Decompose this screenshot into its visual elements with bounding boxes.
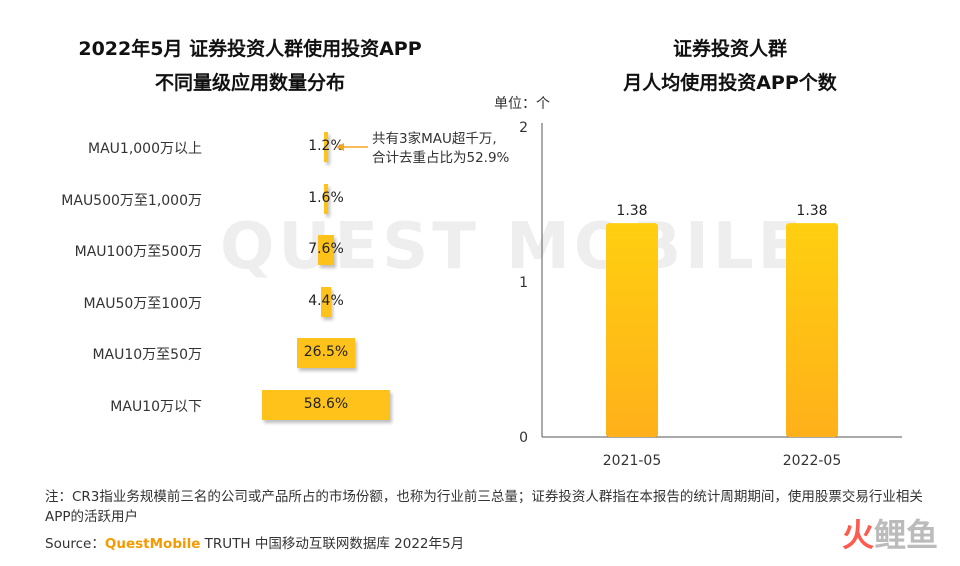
annotation-line2: 合计去重占比为52.9%	[372, 150, 510, 166]
left-chart-title: 2022年5月 证券投资人群使用投资APP 不同量级应用数量分布	[30, 32, 470, 100]
annotation-text: 共有3家MAU超千万, 合计去重占比为52.9%	[372, 130, 509, 168]
bar-chart: 0 1 2 1.38 2021-05 1.38 2022-05	[519, 120, 902, 469]
funnel-bar	[324, 132, 328, 162]
left-chart-title-line2: 不同量级应用数量分布	[154, 72, 345, 94]
left-chart-title-line1: 2022年5月 证券投资人群使用投资APP	[78, 38, 422, 60]
funnel-category-label: MAU50万至100万	[83, 295, 202, 312]
bar	[606, 223, 658, 437]
y-tick-label: 0	[519, 430, 528, 446]
source-prefix: Source：	[45, 536, 105, 552]
footer-note: 注：CR3指业务规模前三名的公司或产品所占的市场份额，也称为行业前三总量；证券投…	[45, 489, 923, 525]
y-tick-label: 2	[519, 120, 528, 136]
funnel-value-label: 1.2%	[308, 138, 344, 154]
bar	[786, 223, 838, 437]
bar-value-label: 1.38	[616, 203, 647, 219]
funnel-category-label: MAU10万以下	[110, 398, 202, 415]
funnel-category-label: MAU10万至50万	[92, 347, 202, 363]
y-tick-label: 1	[519, 275, 528, 291]
right-chart-title-line1: 证券投资人群	[672, 38, 787, 60]
funnel-bar	[324, 183, 328, 214]
corner-logo: 火鲤鱼	[842, 510, 938, 556]
source-brand: QuestMobile	[104, 536, 201, 552]
footer-source: Source：QuestMobile TRUTH 中国移动互联网数据库 2022…	[45, 532, 464, 552]
funnel-value-label: 58.6%	[303, 395, 349, 412]
funnel-value-label: 4.4%	[308, 292, 344, 309]
funnel-value-label: 26.5%	[303, 344, 349, 360]
corner-logo-part1: 火	[841, 516, 874, 554]
bar-value-label: 1.38	[796, 203, 827, 219]
source-rest: TRUTH 中国移动互联网数据库 2022年5月	[200, 536, 465, 552]
funnel-category-label: MAU1,000万以上	[88, 141, 202, 157]
funnel-bar	[262, 389, 390, 420]
unit-label: 单位：个	[494, 96, 550, 112]
annotation-line1: 共有3家MAU超千万,	[372, 131, 497, 147]
x-tick-label: 2022-05	[783, 453, 842, 469]
funnel-category-label: MAU100万至500万	[74, 244, 202, 260]
funnel-value-label: 1.6%	[308, 189, 344, 206]
funnel-category-label: MAU500万至1,000万	[61, 192, 202, 209]
watermark-text: QUEST MOBILE	[220, 210, 806, 284]
funnel-bar	[321, 286, 331, 317]
funnel-bar	[297, 338, 355, 368]
annotation-arrow-icon	[336, 143, 368, 151]
funnel-value-label: 7.6%	[308, 241, 344, 257]
x-tick-label: 2021-05	[603, 453, 662, 469]
funnel-bar	[317, 235, 335, 265]
corner-logo-part2: 鲤鱼	[873, 516, 938, 554]
right-chart-title: 证券投资人群 月人均使用投资APP个数	[560, 32, 900, 100]
right-chart-title-line2: 月人均使用投资APP个数	[623, 72, 837, 94]
